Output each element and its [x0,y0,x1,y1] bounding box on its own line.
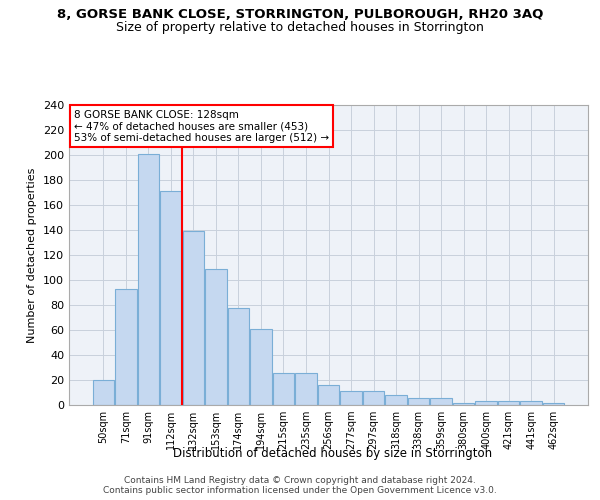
Y-axis label: Number of detached properties: Number of detached properties [28,168,37,342]
Bar [205,269,227,405]
Bar [318,385,339,405]
Text: 8, GORSE BANK CLOSE, STORRINGTON, PULBOROUGH, RH20 3AQ: 8, GORSE BANK CLOSE, STORRINGTON, PULBOR… [57,8,543,20]
Bar [115,289,137,405]
Bar [295,372,317,405]
Bar [92,380,114,405]
Bar [385,395,407,405]
Bar [498,401,520,405]
Bar [182,231,204,405]
Bar [453,402,475,405]
Bar [543,402,565,405]
Text: 8 GORSE BANK CLOSE: 128sqm
← 47% of detached houses are smaller (453)
53% of sem: 8 GORSE BANK CLOSE: 128sqm ← 47% of deta… [74,110,329,142]
Bar [520,401,542,405]
Bar [408,398,429,405]
Bar [228,308,249,405]
Bar [160,191,182,405]
Bar [340,391,362,405]
Bar [250,329,272,405]
Bar [430,398,452,405]
Bar [475,401,497,405]
Bar [273,372,294,405]
Bar [137,154,159,405]
Text: Distribution of detached houses by size in Storrington: Distribution of detached houses by size … [173,448,493,460]
Bar [363,391,384,405]
Text: Size of property relative to detached houses in Storrington: Size of property relative to detached ho… [116,22,484,35]
Text: Contains HM Land Registry data © Crown copyright and database right 2024.
Contai: Contains HM Land Registry data © Crown c… [103,476,497,495]
